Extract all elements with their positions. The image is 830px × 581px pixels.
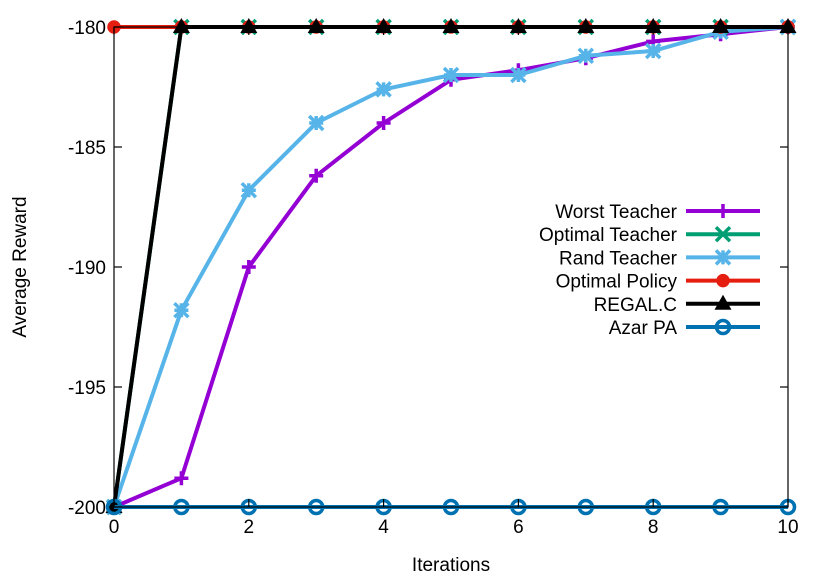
data-point-worst-teacher xyxy=(309,168,324,183)
data-point-rand-teacher xyxy=(173,301,190,319)
y-tick-label: -180 xyxy=(68,18,106,39)
legend-marker xyxy=(714,225,732,243)
x-axis-label: Iterations xyxy=(412,555,490,576)
legend-label: REGAL.C xyxy=(594,295,677,316)
x-tick-label: 8 xyxy=(648,517,659,538)
legend-marker xyxy=(716,204,730,218)
legend-label: Optimal Teacher xyxy=(539,225,678,246)
data-point-regal-c xyxy=(172,18,190,33)
legend-entry-worst-teacher: Worst Teacher xyxy=(555,202,760,223)
data-point-regal-c xyxy=(779,18,797,33)
data-point-regal-c xyxy=(240,18,258,33)
data-point-regal-c xyxy=(644,18,662,33)
data-point-rand-teacher xyxy=(644,42,662,60)
legend-entry-azar-pa: Azar PA xyxy=(609,318,760,339)
data-point-rand-teacher xyxy=(240,181,258,199)
data-point-worst-teacher xyxy=(241,260,256,274)
data-point-regal-c xyxy=(577,18,595,33)
data-point-rand-teacher xyxy=(577,47,595,65)
legend-label: Worst Teacher xyxy=(555,202,677,223)
legend-marker xyxy=(714,249,732,266)
data-point-worst-teacher xyxy=(174,471,189,486)
legend-marker xyxy=(714,318,732,336)
x-tick-label: 0 xyxy=(109,517,120,538)
legend-label: Optimal Policy xyxy=(556,272,678,293)
y-tick-label: -185 xyxy=(68,138,106,159)
data-point-rand-teacher xyxy=(442,66,460,84)
y-tick-label: -200 xyxy=(68,498,106,519)
legend-entry-rand-teacher: Rand Teacher xyxy=(559,248,760,269)
axes: -200 -195 -190 -185 -180 0 2 4 6 8 10 xyxy=(68,18,799,538)
legend-label: Azar PA xyxy=(609,318,678,339)
legend-marker xyxy=(714,294,732,310)
data-point-rand-teacher xyxy=(510,66,527,84)
legend-label: Rand Teacher xyxy=(559,248,678,269)
data-point-rand-teacher xyxy=(307,114,325,132)
x-tick-label: 6 xyxy=(513,517,524,538)
legend-entry-optimal-policy: Optimal Policy xyxy=(556,272,760,293)
data-point-regal-c xyxy=(442,18,460,33)
x-tick-label: 10 xyxy=(777,517,798,538)
data-point-regal-c xyxy=(509,18,527,33)
data-point-rand-teacher xyxy=(375,81,392,98)
x-tick-label: 4 xyxy=(378,517,389,538)
data-point-worst-teacher xyxy=(376,116,391,130)
data-point-regal-c xyxy=(712,18,730,33)
data-point-regal-c xyxy=(307,18,325,33)
y-axis-label: Average Reward xyxy=(10,196,31,337)
legend-marker xyxy=(716,273,730,288)
y-tick-label: -195 xyxy=(68,378,106,399)
data-point-regal-c xyxy=(375,18,393,33)
legend-entry-regal-c: REGAL.C xyxy=(594,294,760,316)
y-tick-label: -190 xyxy=(68,258,106,279)
legend-entry-optimal-teacher: Optimal Teacher xyxy=(539,225,760,246)
x-tick-label: 2 xyxy=(244,517,255,538)
